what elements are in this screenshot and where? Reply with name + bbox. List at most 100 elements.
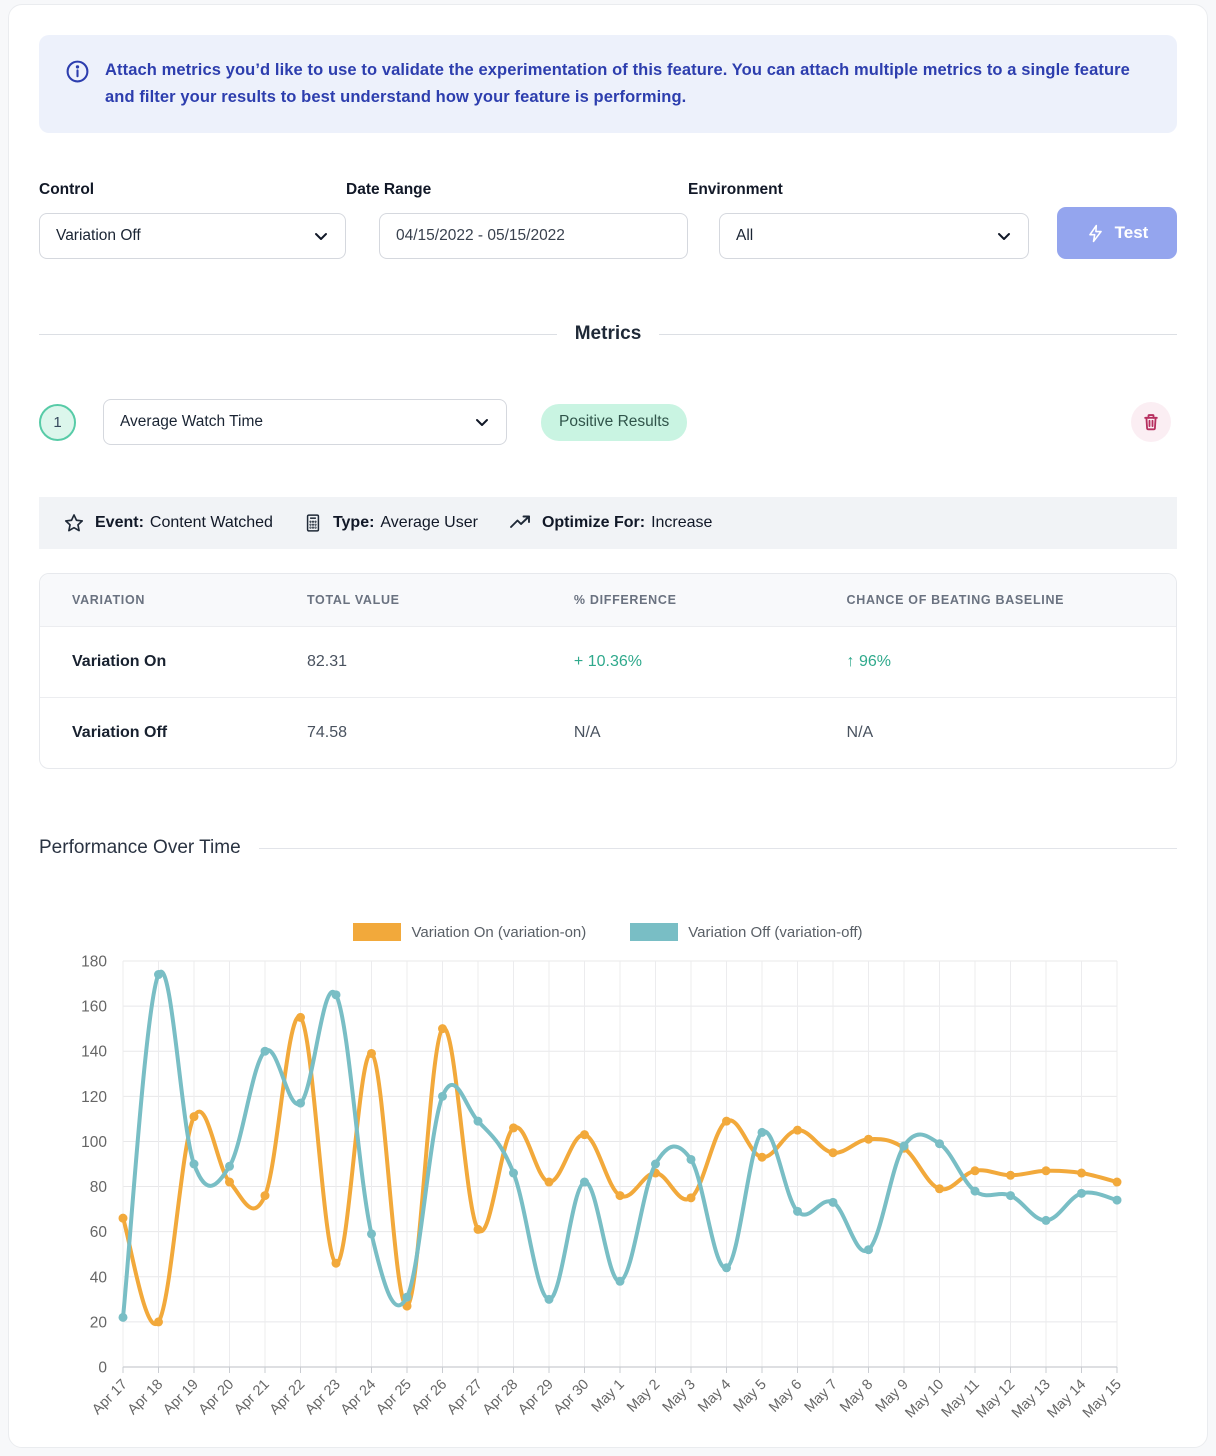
- divider-line: [659, 334, 1177, 335]
- svg-text:May 3: May 3: [660, 1377, 699, 1416]
- svg-text:May 5: May 5: [731, 1377, 770, 1416]
- metric-summary-bar: Event: Content Watched Type: Average Use…: [39, 497, 1177, 549]
- control-select[interactable]: Variation Off: [39, 213, 346, 259]
- svg-text:180: 180: [81, 954, 107, 971]
- svg-text:20: 20: [90, 1315, 108, 1332]
- svg-text:May 1: May 1: [589, 1377, 628, 1416]
- svg-text:May 4: May 4: [695, 1377, 734, 1416]
- cell-difference: N/A: [574, 698, 847, 768]
- svg-text:60: 60: [90, 1225, 108, 1242]
- optimize-label: Optimize For:: [542, 514, 645, 532]
- svg-text:Apr 26: Apr 26: [409, 1377, 451, 1419]
- performance-section-header: Performance Over Time: [39, 837, 1177, 859]
- metric-index: 1: [53, 414, 61, 431]
- table-row: Variation On 82.31 + 10.36% ↑ 96%: [40, 626, 1176, 697]
- metric-index-badge: 1: [39, 404, 76, 441]
- metrics-divider: Metrics: [39, 323, 1177, 345]
- results-table: VARIATION TOTAL VALUE % DIFFERENCE CHANC…: [39, 573, 1177, 769]
- cell-variation: Variation Off: [40, 698, 307, 768]
- svg-text:May 2: May 2: [624, 1377, 663, 1416]
- type-value: Average User: [380, 514, 478, 532]
- legend-label: Variation Off (variation-off): [688, 924, 862, 941]
- table-header-row: VARIATION TOTAL VALUE % DIFFERENCE CHANC…: [40, 574, 1176, 626]
- svg-text:May 6: May 6: [766, 1377, 805, 1416]
- col-header-variation: VARIATION: [40, 574, 307, 626]
- performance-title: Performance Over Time: [39, 837, 241, 859]
- svg-text:Apr 29: Apr 29: [515, 1377, 557, 1419]
- calculator-icon: [303, 513, 323, 533]
- environment-field: Environment All: [688, 181, 1029, 259]
- svg-text:May 15: May 15: [1080, 1377, 1125, 1422]
- star-icon: [63, 512, 85, 534]
- svg-text:Apr 23: Apr 23: [302, 1377, 344, 1419]
- col-header-difference: % DIFFERENCE: [574, 574, 847, 626]
- legend-label: Variation On (variation-on): [411, 924, 586, 941]
- date-range-box: [379, 213, 688, 259]
- positive-results-badge: Positive Results: [541, 404, 687, 441]
- legend-swatch: [630, 923, 678, 941]
- optimize-value: Increase: [651, 514, 712, 532]
- svg-text:Apr 22: Apr 22: [267, 1377, 309, 1419]
- svg-text:Apr 19: Apr 19: [160, 1377, 202, 1419]
- lightning-bolt-icon: [1086, 224, 1105, 243]
- experiment-panel: Attach metrics you’d like to use to vali…: [8, 4, 1208, 1448]
- test-button-label: Test: [1115, 223, 1149, 243]
- environment-label: Environment: [688, 181, 1029, 199]
- cell-variation: Variation On: [40, 627, 307, 697]
- cell-total-value: 74.58: [307, 698, 574, 768]
- trash-icon: [1141, 412, 1161, 432]
- divider-line: [39, 334, 557, 335]
- cell-chance: ↑ 96%: [847, 627, 1176, 697]
- performance-divider-line: [259, 848, 1177, 849]
- col-header-chance: CHANCE OF BEATING BASELINE: [847, 574, 1176, 626]
- table-row: Variation Off 74.58 N/A N/A: [40, 697, 1176, 768]
- performance-chart: Variation On (variation-on) Variation Off…: [39, 923, 1177, 1448]
- date-range-field: Date Range: [346, 181, 688, 259]
- svg-text:Apr 21: Apr 21: [231, 1377, 273, 1419]
- col-header-total-value: TOTAL VALUE: [307, 574, 574, 626]
- svg-text:May 10: May 10: [902, 1377, 947, 1422]
- metric-row: 1 Average Watch Time Positive Results: [39, 399, 1177, 445]
- control-label: Control: [39, 181, 346, 199]
- metric-select-value: Average Watch Time: [120, 413, 263, 431]
- svg-text:40: 40: [90, 1270, 108, 1287]
- svg-text:120: 120: [81, 1089, 107, 1106]
- line-chart: 020406080100120140160180Apr 17Apr 18Apr …: [39, 945, 1179, 1448]
- test-button[interactable]: Test: [1057, 207, 1177, 259]
- svg-text:May 8: May 8: [837, 1377, 876, 1416]
- environment-select[interactable]: All: [719, 213, 1029, 259]
- svg-text:May 7: May 7: [802, 1377, 841, 1416]
- legend-item[interactable]: Variation Off (variation-off): [630, 923, 862, 941]
- trending-up-icon: [508, 511, 532, 535]
- date-range-label: Date Range: [346, 181, 688, 199]
- cell-difference: + 10.36%: [574, 627, 847, 697]
- info-banner-text: Attach metrics you’d like to use to vali…: [105, 57, 1151, 111]
- metrics-section-title: Metrics: [575, 323, 642, 345]
- environment-select-value: All: [736, 227, 753, 245]
- type-label: Type:: [333, 514, 374, 532]
- svg-text:May 12: May 12: [973, 1377, 1018, 1422]
- optimize-group: Optimize For: Increase: [508, 511, 712, 535]
- svg-text:Apr 27: Apr 27: [444, 1377, 486, 1419]
- svg-text:0: 0: [98, 1360, 107, 1377]
- svg-text:Apr 24: Apr 24: [338, 1377, 380, 1419]
- svg-text:160: 160: [81, 999, 107, 1016]
- cell-chance: N/A: [847, 698, 1176, 768]
- svg-text:Apr 18: Apr 18: [125, 1377, 167, 1419]
- control-field: Control Variation Off: [39, 181, 346, 259]
- svg-text:Apr 30: Apr 30: [551, 1377, 593, 1419]
- info-banner: Attach metrics you’d like to use to vali…: [39, 35, 1177, 133]
- svg-text:80: 80: [90, 1179, 108, 1196]
- metric-select[interactable]: Average Watch Time: [103, 399, 507, 445]
- svg-text:100: 100: [81, 1134, 107, 1151]
- legend-item[interactable]: Variation On (variation-on): [353, 923, 586, 941]
- chevron-down-icon: [313, 228, 329, 244]
- date-range-input[interactable]: [396, 227, 671, 245]
- delete-metric-button[interactable]: [1131, 402, 1171, 442]
- legend-swatch: [353, 923, 401, 941]
- svg-text:140: 140: [81, 1044, 107, 1061]
- info-icon: [65, 59, 90, 84]
- svg-text:Apr 28: Apr 28: [480, 1377, 522, 1419]
- chart-legend: Variation On (variation-on) Variation Off…: [39, 923, 1177, 941]
- cell-total-value: 82.31: [307, 627, 574, 697]
